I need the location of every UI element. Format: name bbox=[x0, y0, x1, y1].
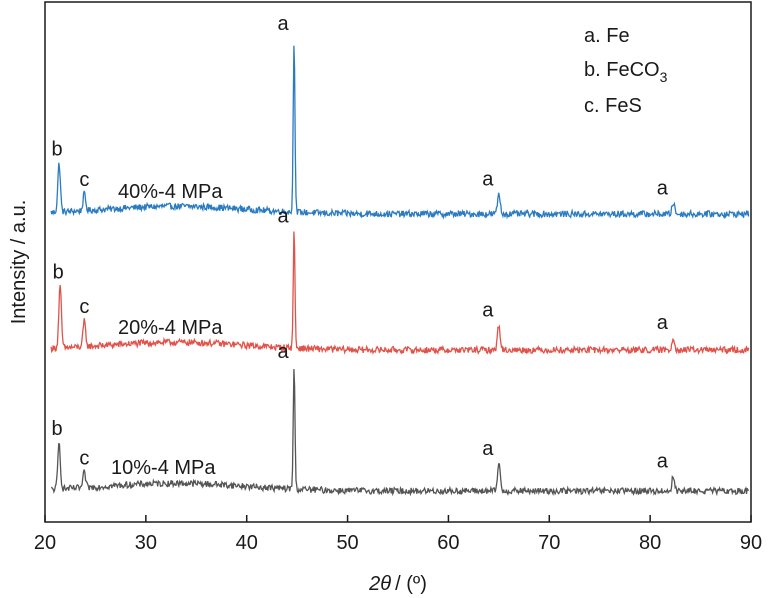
plot-frame bbox=[44, 1, 752, 523]
peak-label: a bbox=[482, 438, 494, 460]
series-line bbox=[50, 45, 750, 220]
peak-label: a bbox=[482, 169, 494, 191]
series-line bbox=[50, 231, 750, 356]
series-layer bbox=[50, 45, 750, 497]
series-line bbox=[51, 368, 750, 497]
peak-label: a bbox=[657, 451, 669, 473]
legend-item-feco3: b. FeCO3 bbox=[584, 59, 668, 85]
peak-label: b bbox=[52, 418, 63, 440]
x-axis-title: 2θ / (º) bbox=[368, 573, 427, 595]
series-label: 20%-4 MPa bbox=[118, 317, 223, 339]
peak-label: a bbox=[482, 299, 494, 321]
peak-label: a bbox=[657, 312, 669, 334]
x-tick-label: 70 bbox=[538, 532, 560, 554]
x-tick-label: 40 bbox=[236, 532, 258, 554]
peak-label: c bbox=[79, 447, 89, 469]
x-axis-unit: / (º) bbox=[395, 573, 427, 595]
x-tick-label: 60 bbox=[437, 532, 459, 554]
peak-label: a bbox=[278, 205, 290, 227]
x-axis-ticks: 20 30 40 50 60 70 80 90 bbox=[34, 515, 762, 554]
x-axis-symbol: 2θ bbox=[368, 573, 391, 595]
peak-label: a bbox=[278, 13, 290, 35]
x-tick-label: 30 bbox=[135, 532, 157, 554]
series-label: 10%-4 MPa bbox=[111, 457, 216, 479]
legend: a. Fe b. FeCO3 c. FeS bbox=[584, 25, 668, 117]
peak-label: a bbox=[278, 341, 290, 363]
y-axis-title: Intensity / a.u. bbox=[8, 200, 30, 325]
peak-label: b bbox=[53, 262, 64, 284]
peak-label: b bbox=[52, 138, 63, 160]
series-label: 40%-4 MPa bbox=[118, 181, 223, 203]
legend-item-fe: a. Fe bbox=[584, 25, 630, 47]
x-tick-label: 80 bbox=[639, 532, 661, 554]
x-tick-label: 50 bbox=[336, 532, 358, 554]
x-tick-label: 20 bbox=[34, 532, 56, 554]
peak-label: a bbox=[657, 177, 669, 199]
peak-label: c bbox=[79, 296, 89, 318]
x-tick-label: 90 bbox=[740, 532, 762, 554]
peak-label: c bbox=[79, 169, 89, 191]
series-labels: 40%-4 MPa 20%-4 MPa 10%-4 MPa bbox=[111, 181, 223, 479]
legend-item-fes: c. FeS bbox=[584, 95, 642, 117]
